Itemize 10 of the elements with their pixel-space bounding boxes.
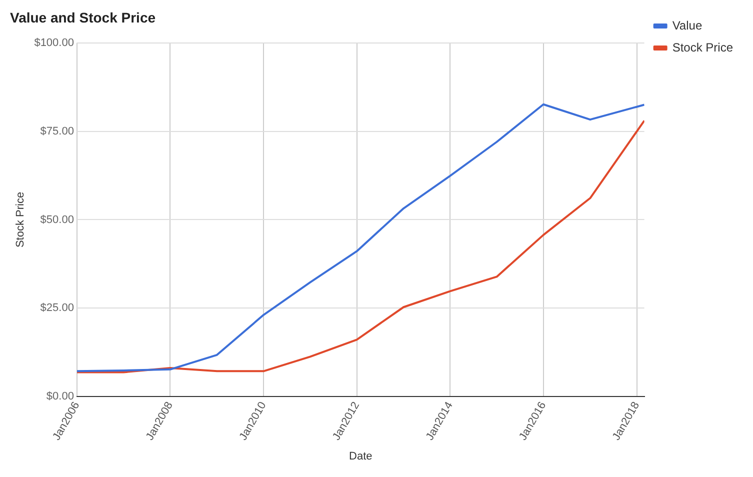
y-tick-label: $0.00 <box>46 390 74 403</box>
x-axis-title: Date <box>349 450 372 462</box>
chart-title: Value and Stock Price <box>10 9 156 26</box>
legend-label: Stock Price <box>672 40 734 54</box>
y-tick-label: $75.00 <box>40 125 74 138</box>
y-tick-label: $100.00 <box>34 36 74 49</box>
y-tick-label: $25.00 <box>40 302 74 314</box>
y-tick-label: $50.00 <box>40 214 74 226</box>
y-axis-title: Stock Price <box>14 192 27 248</box>
legend-label: Value <box>672 18 702 32</box>
